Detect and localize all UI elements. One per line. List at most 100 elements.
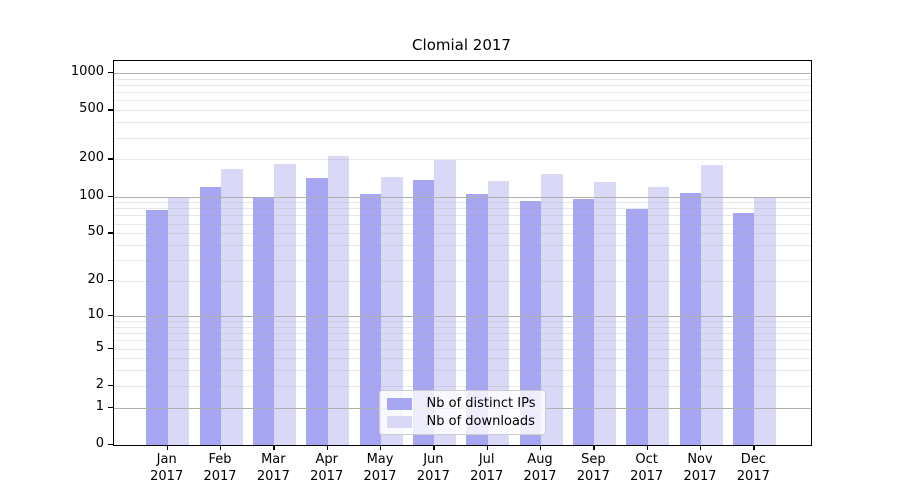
gridline-1000 [114, 73, 811, 74]
bar-aug-downloads [541, 173, 563, 445]
x-tick-label-nov: Nov 2017 [683, 452, 717, 484]
bar-jun-downloads [434, 159, 456, 445]
x-tick-label-jun: Jun 2017 [416, 452, 450, 484]
y-tick-label-0: 0 [95, 436, 104, 451]
gridline-10 [114, 315, 811, 317]
y-tick-label-10: 10 [87, 306, 104, 322]
y-tick-mark-50 [108, 232, 113, 234]
x-tick-mark-nov [700, 445, 702, 450]
gridline-600 [114, 100, 811, 102]
legend-label-distinct-ips: Nb of distinct IPs [426, 396, 536, 411]
x-tick-mark-oct [646, 445, 648, 450]
x-tick-label-dec: Dec 2017 [736, 452, 770, 484]
x-tick-mark-feb [220, 445, 222, 450]
y-tick-mark-200 [108, 158, 113, 160]
bar-nov-downloads [701, 165, 723, 445]
x-tick-label-mar: Mar 2017 [256, 452, 290, 484]
x-tick-label-jan: Jan 2017 [150, 452, 184, 484]
bar-jul-distinct-ips [466, 193, 488, 445]
bar-jun-distinct-ips [412, 180, 435, 445]
gridline-800 [114, 85, 811, 86]
gridline-40 [114, 245, 811, 247]
chart-title: Clomial 2017 [412, 36, 511, 54]
gridline-60 [114, 223, 811, 225]
gridline-100 [114, 196, 811, 198]
bar-jan-downloads [167, 196, 190, 445]
x-tick-mark-jun [433, 445, 435, 450]
gridline-2 [114, 385, 811, 387]
x-tick-label-aug: Aug 2017 [523, 452, 557, 484]
gridline-500 [114, 110, 811, 112]
y-tick-mark-1 [108, 406, 113, 408]
gridline-400 [114, 122, 811, 124]
x-tick-label-oct: Oct 2017 [630, 452, 664, 484]
x-tick-label-jul: Jul 2017 [470, 452, 504, 484]
bar-feb-downloads [221, 168, 243, 445]
bar-may-downloads [381, 177, 403, 445]
gridline-30 [114, 260, 811, 262]
x-tick-label-feb: Feb 2017 [203, 452, 237, 484]
gridline-300 [114, 137, 811, 139]
gridline-7 [114, 333, 811, 335]
y-tick-label-2: 2 [95, 376, 104, 392]
x-tick-mark-may [380, 445, 382, 450]
legend-label-downloads: Nb of downloads [426, 414, 535, 429]
x-tick-mark-dec [753, 445, 755, 450]
gridline-5 [114, 348, 811, 350]
bar-nov-distinct-ips [679, 192, 701, 445]
gridline-70 [114, 215, 811, 217]
x-tick-label-may: May 2017 [363, 452, 397, 484]
legend-swatch-downloads [386, 415, 412, 428]
x-tick-mark-apr [326, 445, 328, 450]
gridline-20 [114, 281, 811, 283]
y-tick-label-200: 200 [79, 150, 104, 166]
gridline-8 [114, 326, 811, 328]
x-tick-mark-jul [486, 445, 488, 450]
x-tick-mark-sep [593, 445, 595, 450]
y-tick-mark-5 [108, 347, 113, 349]
bar-dec-distinct-ips [732, 212, 755, 445]
y-tick-label-1: 1 [95, 398, 104, 414]
y-tick-label-5: 5 [95, 339, 104, 355]
bar-jan-distinct-ips [146, 209, 168, 445]
y-tick-mark-2 [108, 384, 113, 387]
gridline-900 [114, 78, 811, 80]
bar-mar-downloads [274, 163, 296, 445]
bar-apr-downloads [327, 156, 350, 445]
y-tick-label-20: 20 [87, 272, 104, 288]
y-tick-label-1000: 1000 [70, 64, 104, 79]
legend-item-downloads: Nb of downloads [386, 414, 536, 429]
x-tick-label-sep: Sep 2017 [576, 452, 610, 484]
gridline-9 [114, 321, 811, 323]
gridline-700 [114, 92, 811, 94]
bars-layer [114, 61, 811, 445]
bar-jul-downloads [487, 180, 510, 445]
y-tick-mark-1000 [108, 72, 113, 74]
x-tick-mark-aug [540, 445, 542, 450]
gridline-50 [114, 233, 811, 235]
gridline-6 [114, 340, 811, 342]
bar-apr-distinct-ips [306, 178, 328, 445]
y-tick-label-100: 100 [79, 187, 104, 203]
gridline-4 [114, 358, 811, 360]
x-tick-mark-mar [273, 445, 275, 450]
y-tick-mark-0 [108, 444, 113, 446]
gridlines-layer [114, 61, 811, 445]
gridline-80 [114, 208, 811, 210]
gridline-90 [114, 202, 811, 204]
legend-item-distinct-ips: Nb of distinct IPs [386, 396, 536, 411]
y-tick-mark-10 [108, 314, 113, 317]
bar-dec-downloads [754, 196, 776, 445]
plot-area: Nb of distinct IPs Nb of downloads [113, 60, 812, 446]
bar-mar-distinct-ips [252, 196, 275, 445]
gridline-200 [114, 159, 811, 161]
y-tick-mark-20 [108, 280, 113, 282]
gridline-3 [114, 370, 811, 372]
x-tick-mark-jan [166, 445, 168, 450]
x-tick-label-apr: Apr 2017 [310, 452, 344, 484]
bar-sep-downloads [594, 182, 616, 445]
y-tick-mark-500 [108, 109, 113, 111]
bar-oct-distinct-ips [626, 209, 648, 445]
y-tick-label-500: 500 [79, 101, 104, 117]
